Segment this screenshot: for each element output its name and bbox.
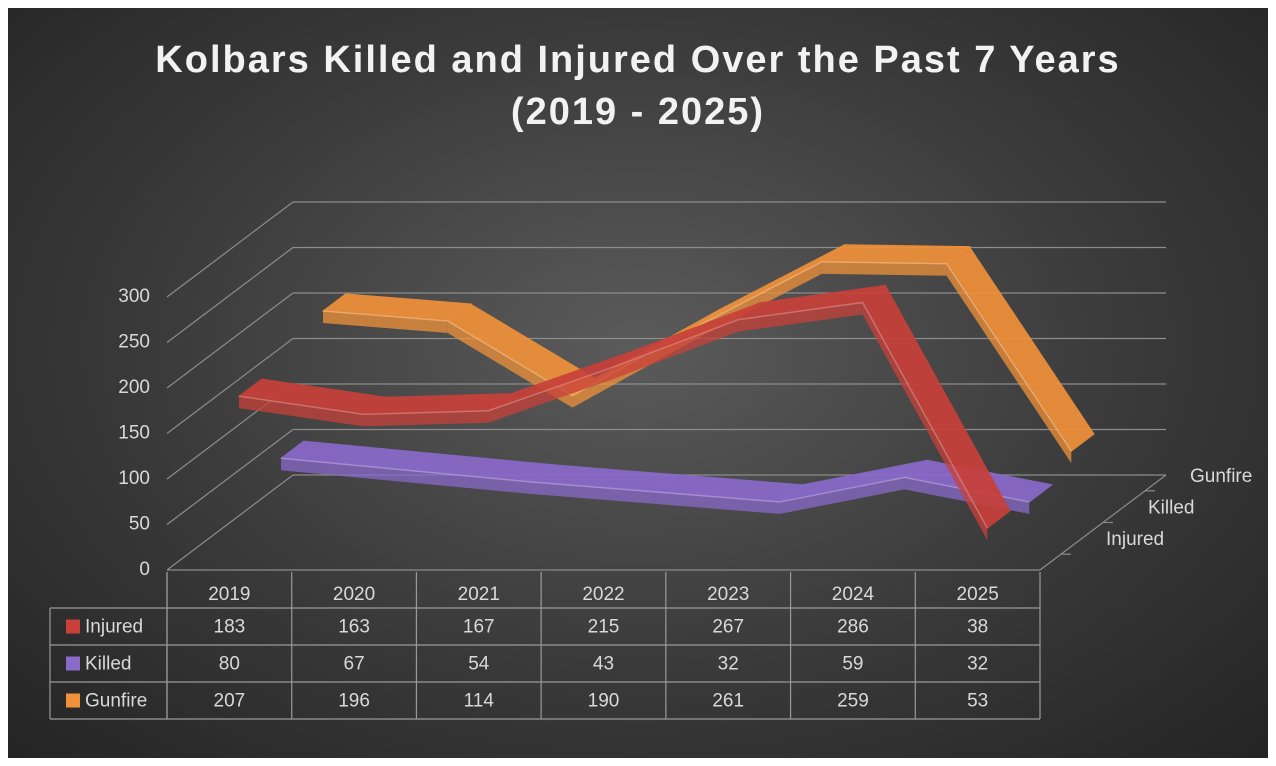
table-value: 67 <box>344 654 365 675</box>
legend-key <box>66 656 80 671</box>
table-value: 114 <box>464 691 495 712</box>
table-value: 163 <box>338 617 370 638</box>
ribbon-edge <box>530 481 656 504</box>
legend-label: Injured <box>85 617 143 638</box>
x-tick-label: 2021 <box>458 584 500 605</box>
ribbon-edge <box>946 263 1072 464</box>
y-tick-label: 200 <box>118 377 150 398</box>
ribbon-edge <box>737 302 863 332</box>
table-value: 43 <box>593 654 614 675</box>
series-ribbon <box>321 244 1095 464</box>
ribbon-edge <box>281 458 406 483</box>
table-value: 167 <box>463 617 495 638</box>
table-value: 215 <box>588 617 620 638</box>
ribbon-segment <box>820 244 971 265</box>
table-value: 190 <box>588 691 620 712</box>
table-value: 196 <box>338 691 370 712</box>
x-tick-label: 2020 <box>333 584 375 605</box>
table-value: 32 <box>967 654 988 675</box>
x-tick-label: 2025 <box>957 584 999 605</box>
table-value: 53 <box>967 691 988 712</box>
legend-key <box>66 619 80 634</box>
y-tick-label: 100 <box>118 468 150 489</box>
table-value: 54 <box>468 654 490 675</box>
series-ribbon <box>237 284 1011 541</box>
ribbon-segment <box>945 245 1095 452</box>
grid-line <box>166 474 294 571</box>
table-value: 261 <box>712 691 744 712</box>
ribbon-edge <box>363 410 489 427</box>
series-line <box>238 301 988 529</box>
grid-line <box>166 292 294 389</box>
ribbon-edge <box>405 470 531 494</box>
series-ribbon <box>279 440 1054 514</box>
ribbon-edge <box>655 491 780 514</box>
ribbon-segment <box>612 302 761 368</box>
table-value: 267 <box>712 617 744 638</box>
x-tick-label: 2022 <box>582 584 624 605</box>
x-tick-label: 2024 <box>832 584 875 605</box>
y-tick-label: 50 <box>129 514 150 535</box>
grid-line <box>166 201 294 298</box>
y-tick-label: 300 <box>118 286 150 307</box>
series-line <box>280 457 1030 503</box>
x-tick-label: 2023 <box>707 584 749 605</box>
table-value: 259 <box>837 691 869 712</box>
legend-label: Gunfire <box>85 691 147 712</box>
grid-line <box>166 429 294 525</box>
table-value: 32 <box>718 654 739 675</box>
ribbon-edge <box>821 261 947 276</box>
ribbon-edge <box>862 302 988 541</box>
grid-line <box>166 247 294 343</box>
table-value: 59 <box>842 654 863 675</box>
y-tick-label: 150 <box>118 423 150 444</box>
ribbon-edge <box>239 396 364 427</box>
table-value: 80 <box>219 654 240 675</box>
ribbon-edge <box>488 367 614 423</box>
table-value: 207 <box>214 691 246 712</box>
y-tick-label: 250 <box>118 332 150 353</box>
ribbon-edge <box>779 477 905 514</box>
y-tick-label: 0 <box>139 559 150 580</box>
depth-label: Killed <box>1148 498 1194 519</box>
legend-label: Killed <box>85 654 131 675</box>
table-value: 286 <box>837 617 869 638</box>
grid-line <box>166 338 294 434</box>
x-tick-label: 2019 <box>208 584 250 605</box>
ribbon-segment <box>861 284 1011 529</box>
chart-title: Kolbars Killed and Injured Over the Past… <box>155 39 1121 133</box>
table-value: 183 <box>214 617 246 638</box>
depth-label: Injured <box>1106 529 1164 550</box>
table-value: 38 <box>967 617 988 638</box>
ribbon-edge <box>613 319 738 380</box>
ribbon-edge <box>323 311 448 334</box>
legend-key <box>66 693 80 708</box>
depth-label: Gunfire <box>1190 466 1252 487</box>
